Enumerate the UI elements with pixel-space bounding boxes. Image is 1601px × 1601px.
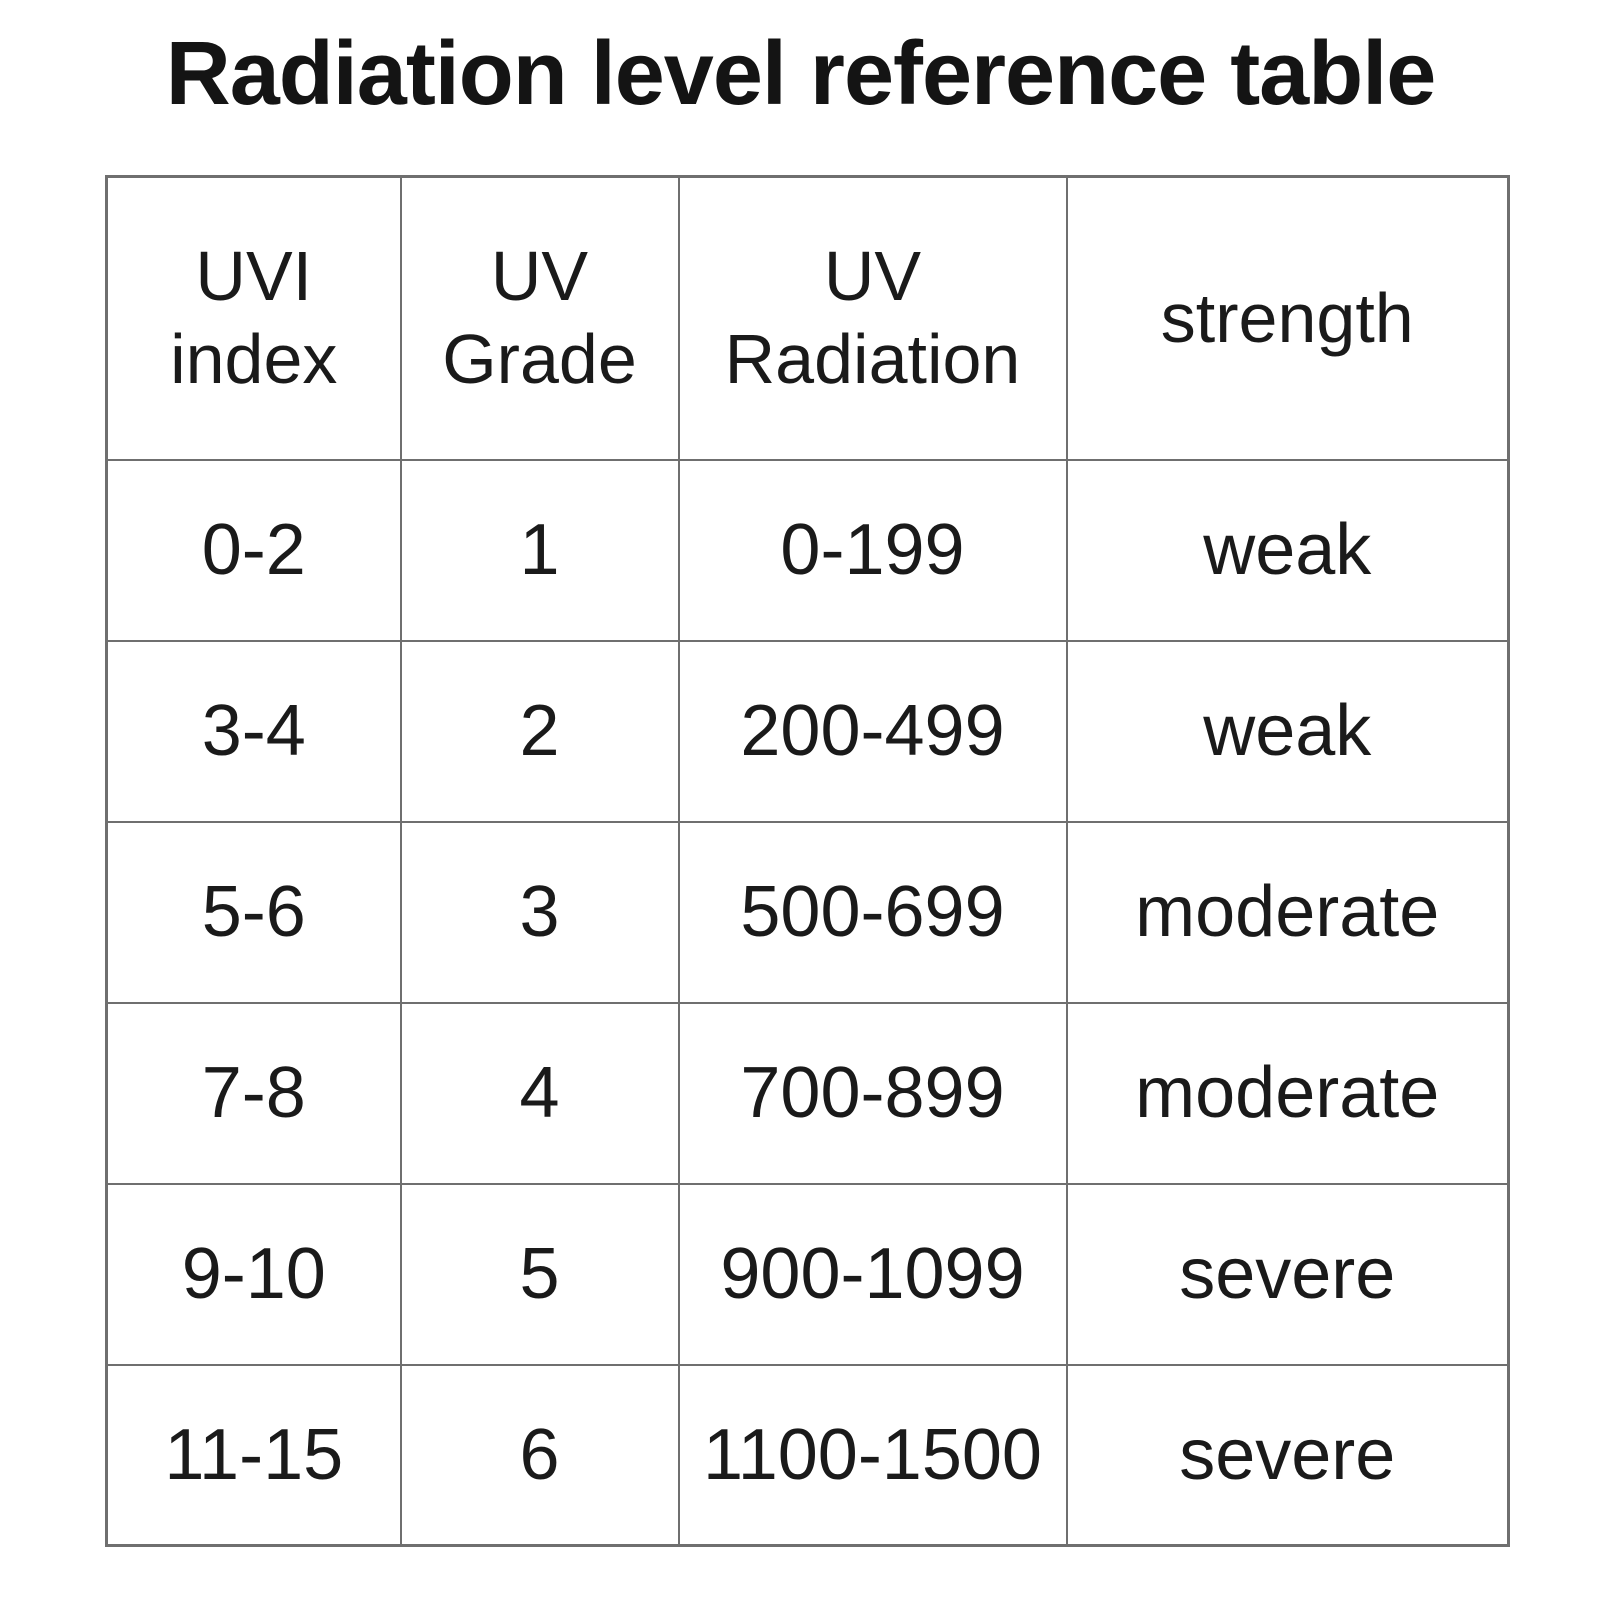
cell-uv-grade: 6 <box>399 1363 680 1547</box>
table-row: 11-15 6 1100-1500 severe <box>105 1363 1510 1547</box>
table-row: 0-2 1 0-199 weak <box>105 458 1510 642</box>
cell-uvi-index: 7-8 <box>105 1001 402 1185</box>
cell-uv-grade: 5 <box>399 1182 680 1366</box>
cell-strength: weak <box>1065 639 1510 823</box>
page-title: Radiation level reference table <box>165 24 1437 124</box>
cell-uvi-index: 5-6 <box>105 820 402 1004</box>
column-header-uv-radiation: UV Radiation <box>677 175 1068 461</box>
table-row: 5-6 3 500-699 moderate <box>105 820 1510 1004</box>
cell-uvi-index: 11-15 <box>105 1363 402 1547</box>
cell-uv-radiation: 200-499 <box>677 639 1068 823</box>
cell-uv-radiation: 900-1099 <box>677 1182 1068 1366</box>
table-row: 9-10 5 900-1099 severe <box>105 1182 1510 1366</box>
column-header-uvi-index: UVI index <box>105 175 402 461</box>
cell-strength: weak <box>1065 458 1510 642</box>
cell-uv-grade: 1 <box>399 458 680 642</box>
cell-uv-grade: 2 <box>399 639 680 823</box>
cell-uv-radiation: 700-899 <box>677 1001 1068 1185</box>
cell-uvi-index: 3-4 <box>105 639 402 823</box>
radiation-reference-table: UVI index UV Grade UV Radiation strength… <box>105 175 1510 1547</box>
cell-uv-radiation: 0-199 <box>677 458 1068 642</box>
cell-strength: severe <box>1065 1182 1510 1366</box>
table-row: 7-8 4 700-899 moderate <box>105 1001 1510 1185</box>
column-header-uv-grade: UV Grade <box>399 175 680 461</box>
cell-uv-grade: 4 <box>399 1001 680 1185</box>
cell-strength: severe <box>1065 1363 1510 1547</box>
cell-uv-radiation: 500-699 <box>677 820 1068 1004</box>
header-row: UVI index UV Grade UV Radiation strength <box>105 175 1510 461</box>
cell-uv-radiation: 1100-1500 <box>677 1363 1068 1547</box>
table-row: 3-4 2 200-499 weak <box>105 639 1510 823</box>
cell-uvi-index: 9-10 <box>105 1182 402 1366</box>
column-header-strength: strength <box>1065 175 1510 461</box>
cell-uv-grade: 3 <box>399 820 680 1004</box>
cell-uvi-index: 0-2 <box>105 458 402 642</box>
cell-strength: moderate <box>1065 820 1510 1004</box>
cell-strength: moderate <box>1065 1001 1510 1185</box>
